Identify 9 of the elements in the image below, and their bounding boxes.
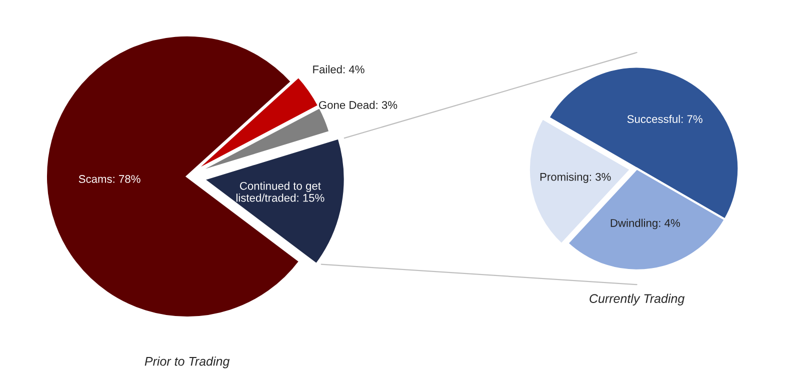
slice-label: Continued to get listed/traded: 15% (236, 182, 324, 202)
slice-label: Successful: 7% (627, 114, 702, 124)
text: Currently Trading (590, 294, 685, 306)
slice-label: Failed: 4% (313, 65, 364, 74)
slice-label: Dwindling: 4% (610, 218, 680, 230)
text: Prior to Trading (144, 356, 230, 368)
slice-label: Scams: 78% (78, 175, 140, 183)
slice-label: Promising: 3% (540, 172, 611, 183)
slice-label: Gone Dead: 3% (319, 100, 398, 109)
